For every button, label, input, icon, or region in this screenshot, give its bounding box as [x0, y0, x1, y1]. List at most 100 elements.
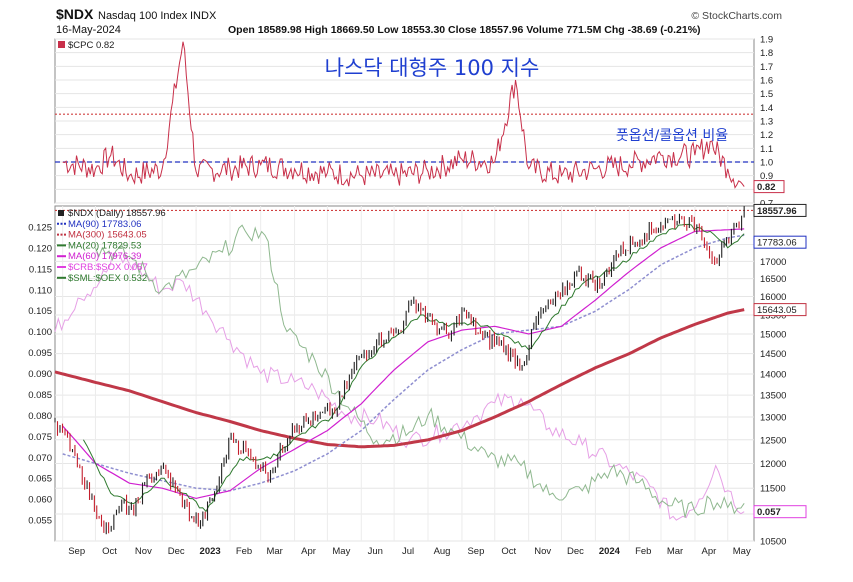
- index-name: Nasdaq 100 Index: [98, 10, 188, 22]
- price-gridlines: [55, 206, 754, 542]
- cpc-y-tick-label: 1.8: [760, 48, 773, 59]
- exchange-label: INDX: [190, 10, 217, 22]
- ratio-y-tick-label: 0.100: [28, 327, 52, 338]
- ohlc-summary: Open 18589.98 High 18669.50 Low 18553.30…: [228, 24, 701, 36]
- ratio-y-tick-label: 0.055: [28, 516, 52, 527]
- ratio-y-tick-label: 0.110: [29, 285, 52, 296]
- cpc-y-tick-label: 1.0: [760, 158, 773, 169]
- brand-watermark: © StockCharts.com: [691, 10, 782, 22]
- cpc-y-tick-label: 1.7: [760, 62, 773, 73]
- series-line-crbsox: [54, 253, 745, 521]
- cpc-y-tick-label: 1.1: [760, 144, 773, 155]
- cpc-reference-lines: [55, 113, 754, 163]
- date-x-tick-label: Sep: [68, 546, 85, 557]
- last-value-label: 18557.96: [757, 206, 797, 217]
- cpc-y-tick-label: 1.3: [760, 117, 773, 128]
- date-x-tick-label: May: [733, 546, 751, 557]
- price-y-tick-label: 14000: [760, 370, 786, 381]
- ratio-y-tick-label: 0.085: [28, 390, 52, 401]
- legend-label: MA(90) 17783.06: [68, 219, 141, 230]
- series-line-ma300: [54, 308, 745, 449]
- ratio-y-tick-label: 0.075: [28, 432, 52, 443]
- quote-date: 16-May-2024: [56, 24, 121, 36]
- price-y-tick-label: 13000: [760, 413, 786, 424]
- legend-item: MA(20) 17829.53: [57, 240, 141, 251]
- date-x-tick-label: Jun: [368, 546, 383, 557]
- ratio-y-tick-label: 0.060: [28, 495, 52, 506]
- date-x-tick-label: Oct: [501, 546, 516, 557]
- cpc-y-axis: 0.70.80.91.01.11.21.31.41.51.61.71.81.90…: [753, 35, 785, 210]
- date-x-tick-label: Oct: [102, 546, 117, 557]
- last-value-box: [753, 303, 807, 317]
- date-x-tick-label: Nov: [135, 546, 152, 557]
- price-y-tick-label: 12500: [760, 435, 786, 446]
- date-x-tick-label: Jul: [402, 546, 414, 557]
- date-x-tick-label: Mar: [266, 546, 282, 557]
- cpc-last-value: 0.82: [757, 182, 776, 193]
- cpc-series: [62, 41, 745, 189]
- last-value-label: 17783.06: [757, 238, 797, 249]
- series-line-smloex: [95, 224, 745, 518]
- date-x-tick-label: Mar: [667, 546, 683, 557]
- date-x-tick-label: 2024: [599, 546, 621, 557]
- chart-annotation-ratio: 풋옵션/콜옵션 비율: [616, 128, 728, 144]
- cpc-legend-swatch: [58, 41, 65, 48]
- date-x-tick-label: Dec: [168, 546, 185, 557]
- legend-label: MA(20) 17829.53: [68, 240, 141, 251]
- legend-label: $NDX (Daily) 18557.96: [68, 208, 166, 219]
- ratio-y-tick-label: 0.125: [28, 222, 52, 233]
- legend-item: $SML:$OEX 0.532: [57, 273, 147, 284]
- series-line-ma60: [62, 228, 745, 500]
- ratio-y-axis: 0.055 0.060 0.065 0.070 0.075 0.080 0.085 0.090…: [28, 222, 52, 526]
- cpc-y-tick-label: 1.4: [760, 103, 773, 114]
- cpc-legend-label: $CPC 0.82: [68, 40, 114, 51]
- price-y-tick-label: 16000: [760, 292, 786, 303]
- price-y-tick-label: 10500: [760, 537, 786, 548]
- date-x-tick-label: Dec: [567, 546, 584, 557]
- last-value-box: [753, 203, 807, 217]
- date-x-tick-label: Sep: [467, 546, 484, 557]
- legend-item: MA(60) 17976.39: [57, 251, 141, 262]
- legend-item: MA(300) 15643.05: [57, 230, 147, 241]
- cpc-y-tick-label: 0.9: [760, 171, 773, 182]
- ratio-y-tick-label: 0.090: [28, 369, 52, 380]
- series-line-ma90: [62, 234, 745, 492]
- cpc-legend: $CPC 0.82: [58, 40, 114, 51]
- cpc-line: [62, 41, 745, 189]
- price-y-tick-label: 13500: [760, 391, 786, 402]
- legend-label: MA(60) 17976.39: [68, 251, 141, 262]
- last-value-label: 0.057: [757, 507, 781, 518]
- ticker-symbol: $NDX: [56, 6, 94, 22]
- last-value-label: 15643.05: [757, 305, 797, 316]
- ratio-y-tick-label: 0.070: [28, 453, 52, 464]
- cpc-y-tick-label: 1.5: [760, 89, 773, 100]
- date-x-tick-label: Feb: [236, 546, 252, 557]
- date-x-tick-label: Aug: [434, 546, 451, 557]
- ratio-y-tick-label: 0.120: [28, 243, 52, 254]
- date-x-tick-label: Nov: [534, 546, 551, 557]
- date-x-tick-label: 2023: [200, 546, 221, 557]
- series-line-ma20: [82, 223, 745, 513]
- date-x-tick-label: May: [332, 546, 350, 557]
- price-y-tick-label: 12000: [760, 459, 786, 470]
- legend-swatch: [58, 210, 64, 216]
- legend-label: MA(300) 15643.05: [68, 230, 147, 241]
- date-x-axis: Sep Oct Nov Dec 2023 Feb Mar Apr May Jun Jul Aug Sep…: [68, 546, 751, 557]
- legend-label: $SML:$OEX 0.532: [68, 273, 147, 284]
- price-y-tick-label: 14500: [760, 349, 786, 360]
- price-y-tick-label: 11500: [760, 484, 786, 495]
- price-y-tick-label: 16500: [760, 274, 786, 285]
- date-x-tick-label: Apr: [702, 546, 717, 557]
- ratio-y-tick-label: 0.095: [28, 348, 52, 359]
- price-y-axis: 1050011000115001200012500130001350014000…: [760, 240, 786, 548]
- price-series: [54, 206, 745, 535]
- last-value-box: [753, 505, 807, 519]
- cpc-y-tick-label: 1.6: [760, 76, 773, 87]
- legend-label: $CRB:$SOX 0.057: [68, 262, 148, 273]
- last-value-labels: 18557.96 17783.06 15643.05 0.057: [753, 203, 807, 519]
- date-x-tick-label: Apr: [301, 546, 316, 557]
- cpc-y-tick-label: 1.9: [760, 35, 773, 46]
- chart-annotation-title: 나스닥 대형주 100 지수: [325, 56, 540, 80]
